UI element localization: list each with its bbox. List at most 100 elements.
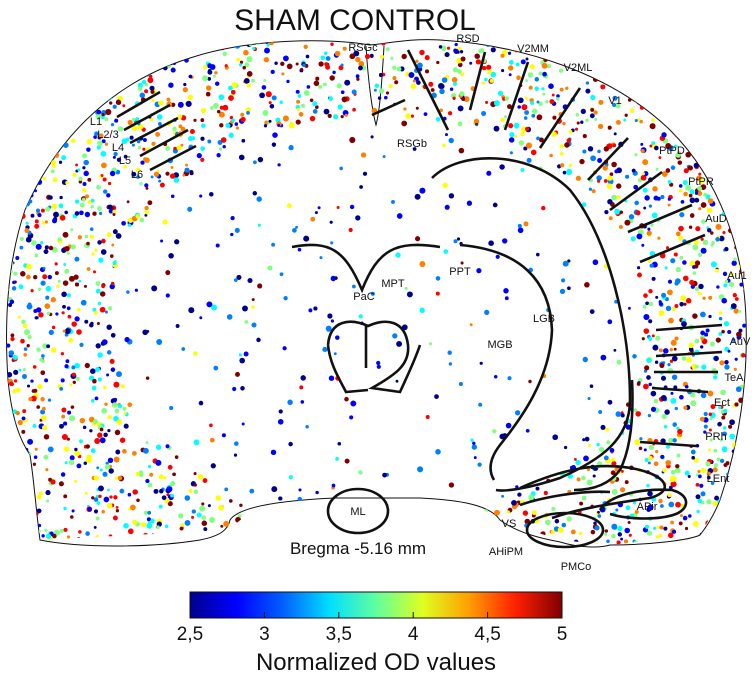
od-dot xyxy=(683,61,688,66)
od-dot xyxy=(373,88,377,92)
od-dot xyxy=(713,180,720,186)
od-dot xyxy=(668,108,674,114)
od-dot xyxy=(735,386,742,393)
od-dot xyxy=(660,454,665,459)
od-dot xyxy=(168,82,174,88)
od-dot xyxy=(165,444,170,449)
od-dot xyxy=(282,346,287,351)
od-dot xyxy=(597,123,604,130)
od-dot xyxy=(284,529,291,536)
od-dot xyxy=(729,419,735,426)
od-dot xyxy=(163,56,168,61)
od-dot xyxy=(94,131,99,136)
od-dot xyxy=(25,76,31,82)
od-dot xyxy=(707,141,713,147)
od-dot xyxy=(30,518,36,523)
od-dot xyxy=(576,121,580,125)
od-dot xyxy=(584,436,590,442)
od-dot xyxy=(634,118,638,123)
od-dot xyxy=(635,210,641,216)
label-auv: AuV xyxy=(730,336,751,348)
od-dot xyxy=(87,507,92,512)
od-dot xyxy=(560,163,565,168)
od-dot xyxy=(271,142,276,147)
od-dot xyxy=(58,95,64,101)
od-dot xyxy=(119,437,126,443)
od-dot xyxy=(257,520,262,525)
od-dot xyxy=(603,532,608,536)
od-dot xyxy=(643,314,650,320)
od-dot xyxy=(25,221,29,225)
od-dot xyxy=(143,157,148,162)
od-dot xyxy=(15,387,21,393)
od-dot xyxy=(358,314,363,319)
od-dot xyxy=(64,461,68,465)
od-dot xyxy=(315,490,319,495)
od-dot xyxy=(323,533,329,539)
od-dot xyxy=(506,510,510,514)
od-dot xyxy=(200,136,205,141)
od-dot xyxy=(76,537,82,543)
od-dot xyxy=(667,362,671,367)
od-dot xyxy=(704,164,710,171)
od-dot xyxy=(349,415,354,420)
od-dot xyxy=(508,137,515,143)
od-dot xyxy=(68,459,75,466)
od-dot xyxy=(568,51,574,57)
od-dot xyxy=(419,307,425,313)
od-dot xyxy=(199,316,203,320)
od-dot xyxy=(706,475,711,480)
od-dot xyxy=(584,282,590,288)
od-dot xyxy=(117,55,123,62)
od-dot xyxy=(700,137,704,142)
od-dot xyxy=(61,311,65,315)
od-dot xyxy=(694,139,700,145)
od-dot xyxy=(70,116,75,121)
od-dot xyxy=(612,95,618,101)
od-dot xyxy=(281,514,287,520)
od-dot xyxy=(295,225,299,229)
od-dot xyxy=(21,319,26,325)
od-dot xyxy=(112,209,116,214)
od-dot xyxy=(724,207,730,213)
od-dot xyxy=(251,78,255,83)
od-dot xyxy=(670,481,677,488)
od-dot xyxy=(675,464,680,469)
od-dot xyxy=(259,523,266,530)
od-dot xyxy=(43,116,48,121)
od-dot xyxy=(706,207,713,214)
od-dot xyxy=(222,104,229,111)
od-dot xyxy=(615,119,621,125)
od-dot xyxy=(435,276,441,281)
od-dot xyxy=(594,52,600,59)
od-dot xyxy=(517,105,521,109)
od-dot xyxy=(600,84,606,90)
od-dot xyxy=(517,227,524,234)
od-dot xyxy=(64,120,69,125)
od-dot xyxy=(140,522,147,528)
od-dot xyxy=(26,492,32,498)
od-dot xyxy=(80,41,85,46)
od-dot xyxy=(327,113,332,118)
od-dot xyxy=(21,102,25,106)
od-dot xyxy=(93,525,97,529)
od-dot xyxy=(48,195,53,200)
od-dot xyxy=(112,260,117,266)
od-dot xyxy=(101,76,107,82)
od-dot xyxy=(50,159,57,166)
od-dot xyxy=(722,203,728,210)
od-dot xyxy=(188,74,193,79)
od-dot xyxy=(727,329,732,335)
od-dot xyxy=(651,334,655,338)
od-dot xyxy=(648,204,653,208)
od-dot xyxy=(141,40,147,46)
od-dot xyxy=(93,497,99,502)
od-dot xyxy=(167,464,173,470)
od-dot xyxy=(382,472,388,478)
od-dot xyxy=(57,237,62,242)
od-dot xyxy=(448,482,455,488)
od-dot xyxy=(438,527,443,532)
od-dot xyxy=(43,146,49,152)
od-dot xyxy=(129,69,134,74)
od-dot xyxy=(741,412,747,418)
